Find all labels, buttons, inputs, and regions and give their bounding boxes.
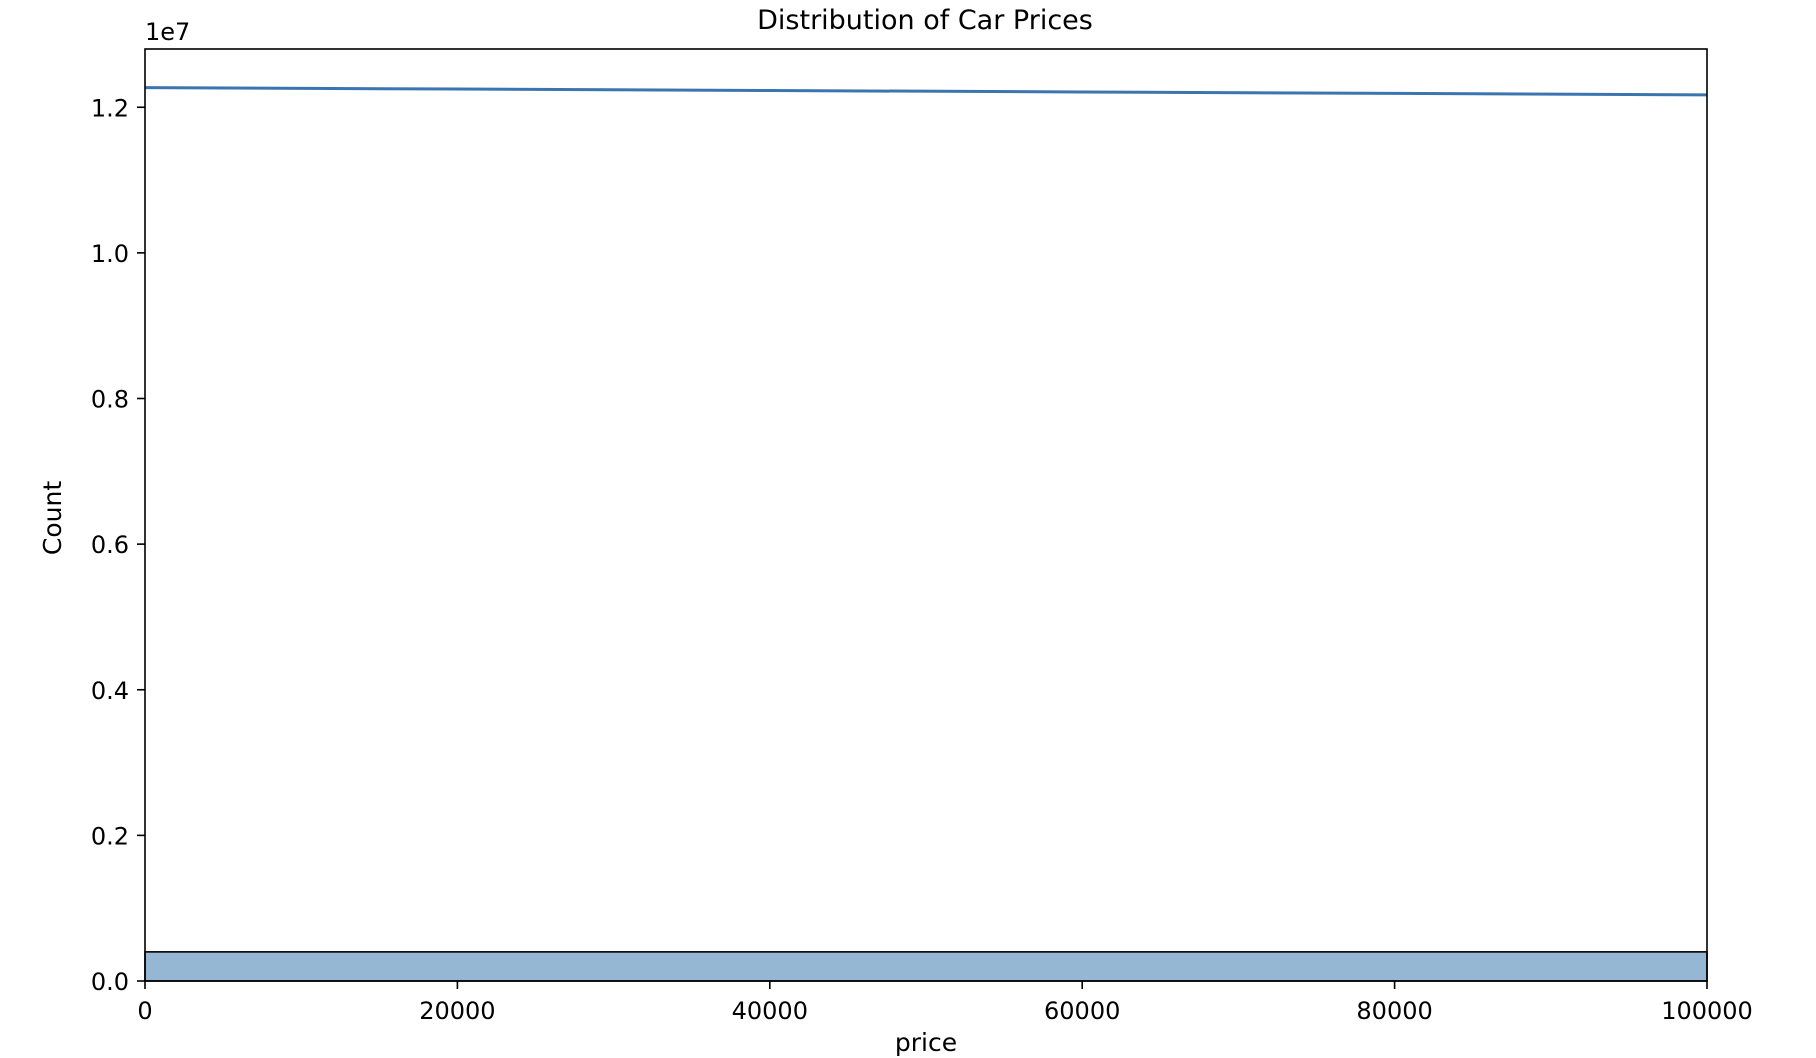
y-tick-label: 1.0 (91, 240, 129, 268)
y-tick-label: 0.2 (91, 822, 129, 850)
y-axis-label: Count (38, 481, 67, 555)
x-tick-label: 0 (137, 997, 152, 1025)
y-tick-label: 1.2 (91, 94, 129, 122)
y-tick-label: 0.0 (91, 968, 129, 996)
kde-line (144, 86, 1708, 97)
x-axis-label: price (895, 1028, 957, 1057)
y-axis-offset-label: 1e7 (145, 18, 190, 46)
plot-area (144, 48, 1708, 982)
chart-title: Distribution of Car Prices (757, 5, 1093, 36)
y-tick-label: 0.6 (91, 531, 129, 559)
y-axis-ticks: 0.0 0.2 0.4 0.6 0.8 1.0 1.2 (91, 94, 145, 996)
histogram-bar-0 (144, 951, 1708, 982)
y-tick-label: 0.4 (91, 677, 129, 705)
x-tick-label: 40000 (732, 997, 808, 1025)
bars-layer (144, 951, 1708, 982)
axes-frame (144, 48, 1708, 982)
line-layer (144, 86, 1708, 97)
x-axis-ticks: 0 20000 40000 60000 80000 100000 (137, 981, 1753, 1025)
x-tick-label: 60000 (1044, 997, 1120, 1025)
y-tick-label: 0.8 (91, 386, 129, 414)
x-tick-label: 100000 (1661, 997, 1753, 1025)
x-tick-label: 80000 (1356, 997, 1432, 1025)
x-tick-label: 20000 (419, 997, 495, 1025)
